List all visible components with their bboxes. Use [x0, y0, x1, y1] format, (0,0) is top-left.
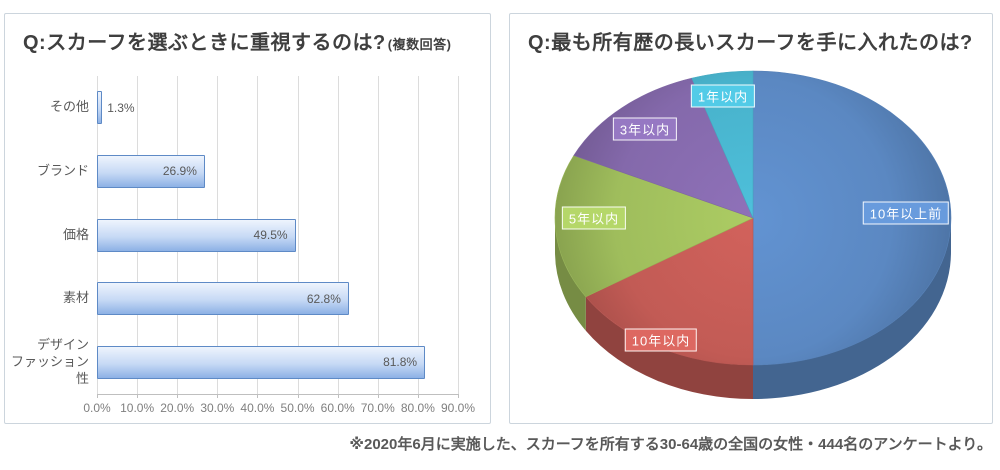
x-axis-tick-label: 80.0%	[400, 401, 435, 415]
bar-value-label: 49.5%	[253, 228, 288, 242]
bar-value-label: 62.8%	[306, 291, 341, 306]
bar-chart-category-axis: その他ブランド価格素材デザイン ファッション性	[5, 76, 89, 394]
bar	[97, 282, 349, 316]
pie-slice-label: 5年以内	[561, 206, 627, 230]
pie-slice	[573, 77, 754, 219]
x-axis-tick	[337, 394, 339, 398]
category-label: デザイン ファッション性	[10, 336, 89, 386]
x-axis-tick	[97, 394, 98, 398]
x-axis-tick-label: 20.0%	[160, 401, 195, 415]
x-axis-tick	[137, 394, 139, 398]
gridline	[377, 76, 379, 394]
gridline	[417, 76, 419, 394]
x-axis-tick-label: 70.0%	[360, 401, 395, 415]
category-label: 価格	[62, 226, 89, 242]
x-axis-tick	[257, 394, 259, 398]
bar-chart-plot-area: 0.0% 10.0% 20.0% 30.0% 40.0% 50.0% 60.0% 70.0% 8…	[83, 76, 475, 415]
bar-chart-title-text: Q:スカーフを選ぶときに重視するのは?	[23, 32, 386, 54]
bar	[97, 345, 426, 379]
category-label: その他	[49, 99, 89, 115]
x-axis-tick	[297, 394, 299, 398]
pie-slice-label: 10年以内	[624, 328, 698, 352]
x-axis-tick-label: 90.0%	[440, 401, 476, 415]
bar-value-label: 81.8%	[383, 355, 418, 370]
x-axis-tick	[377, 394, 379, 398]
gridline	[297, 76, 299, 394]
pie-chart-svg	[554, 70, 952, 399]
x-axis-tick	[417, 394, 419, 398]
pie-chart-title: Q:最も所有歴の長いスカーフを手に入れたのは?	[528, 26, 973, 55]
pie-chart-title-text: Q:最も所有歴の長いスカーフを手に入れたのは?	[528, 32, 973, 54]
x-axis-tick-label: 50.0%	[280, 401, 315, 415]
pie-slice-label: 3年以内	[612, 117, 678, 141]
bar-chart-title: Q:スカーフを選ぶときに重視するのは? (複数回答)	[23, 26, 451, 55]
source-note: ※2020年6月に実施した、スカーフを所有する30-64歳の全国の女性・444名…	[349, 436, 992, 453]
pie-chart-panel: 10年以上前 10年以内 5年以内 3年以内 1年以内 Q:最も所有歴の長いスカーフを手…	[509, 13, 993, 424]
category-label: ブランド	[36, 162, 89, 178]
x-axis-tick-label: 40.0%	[240, 401, 275, 415]
bar-chart-panel: Q:スカーフを選ぶときに重視するのは? (複数回答) その他ブランド価格素材デザイ…	[4, 13, 491, 424]
x-axis-tick-label: 10.0%	[120, 401, 155, 415]
bar	[97, 91, 103, 125]
pie-chart-plot-area: 10年以上前 10年以内 5年以内 3年以内 1年以内	[510, 14, 994, 425]
pie-slice	[691, 70, 754, 219]
x-axis-tick-label: 60.0%	[320, 401, 355, 415]
pie-slice-label: 1年以内	[690, 84, 756, 108]
bar-chart-title-suffix: (複数回答)	[387, 37, 452, 52]
x-axis-tick	[458, 394, 459, 398]
bar-value-label: 1.3%	[107, 100, 135, 115]
pie-slice-wall	[753, 218, 951, 399]
pie-slice	[554, 155, 754, 298]
pie-slice-wall	[585, 296, 753, 399]
pie-slice-wall	[555, 218, 586, 331]
x-axis-tick	[217, 394, 219, 398]
bar-value-label: 26.9%	[162, 164, 197, 179]
pie-slice	[752, 70, 952, 366]
pie-slice-label: 10年以上前	[862, 201, 950, 225]
x-axis-tick	[177, 394, 179, 398]
category-label: 素材	[62, 290, 89, 306]
x-axis-tick-label: 30.0%	[200, 401, 235, 415]
bar	[97, 154, 205, 188]
gridline	[337, 76, 339, 394]
bar	[97, 218, 296, 252]
gridline	[458, 76, 459, 394]
x-axis-tick-label: 0.0%	[83, 401, 111, 415]
